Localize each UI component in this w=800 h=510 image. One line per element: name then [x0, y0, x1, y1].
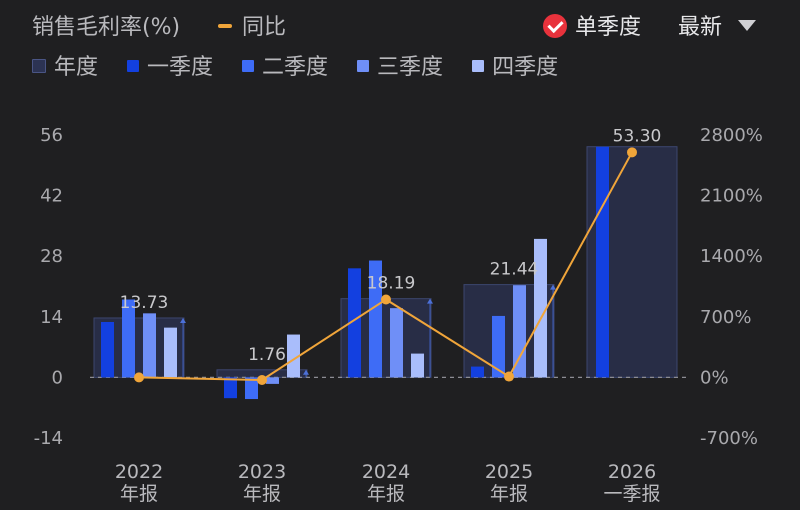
annual-value-label: 13.73	[120, 293, 169, 313]
left-tick-label: 42	[40, 186, 63, 207]
quarter-bar-q2	[492, 315, 505, 378]
yoy-point	[257, 374, 267, 385]
period-dropdown[interactable]: 最新	[678, 9, 757, 41]
quarter-bar-q3	[513, 285, 526, 378]
x-tick-year: 2024	[362, 461, 410, 483]
yoy-line-icon	[218, 24, 232, 28]
legend-item-q2[interactable]: 二季度	[242, 49, 328, 81]
series-legend: 年度 一季度 二季度 三季度 四季度	[32, 49, 580, 81]
quarter-bar-q2	[369, 260, 382, 378]
chart-title: 销售毛利率(%)	[32, 15, 181, 40]
quarter-bar-q4	[411, 353, 424, 378]
legend-swatch-q3	[357, 60, 370, 72]
right-tick-label: 0%	[700, 367, 729, 388]
single-quarter-toggle[interactable]: 单季度	[543, 9, 641, 41]
x-tick-period: 年报	[490, 483, 528, 505]
x-tick-year: 2022	[115, 461, 163, 483]
legend-item-q4[interactable]: 四季度	[472, 49, 558, 81]
annual-value-label: 21.44	[490, 260, 539, 280]
chart-header: 销售毛利率(%) 同比 单季度 最新	[0, 0, 800, 48]
x-tick-period: 年报	[243, 483, 281, 505]
left-tick-label: 56	[40, 125, 63, 146]
legend-label: 一季度	[147, 55, 214, 80]
quarter-bar-q3	[390, 308, 403, 378]
annual-marker-arrow	[550, 284, 556, 290]
x-tick-period: 一季报	[603, 483, 660, 505]
quarter-bar-q4	[534, 238, 547, 378]
quarter-bar-q4	[287, 334, 300, 378]
quarter-bar-q3	[266, 377, 279, 384]
toggle-label: 单季度	[575, 15, 642, 40]
yoy-point	[504, 371, 514, 382]
legend-swatch-q4	[472, 60, 485, 72]
right-tick-label: 2100%	[700, 186, 763, 207]
left-tick-label: 14	[40, 307, 63, 328]
x-tick-year: 2023	[238, 461, 286, 483]
legend-label: 年度	[54, 55, 99, 80]
legend-swatch-annual	[32, 59, 46, 73]
legend-item-annual[interactable]: 年度	[32, 49, 98, 81]
right-tick-label: 2800%	[700, 125, 763, 146]
legend-item-q3[interactable]: 三季度	[357, 49, 443, 81]
annual-marker-arrow	[427, 298, 433, 304]
left-tick-label: 28	[40, 246, 63, 267]
x-tick-year: 2026	[608, 461, 656, 483]
right-tick-label: -700%	[700, 428, 758, 449]
annual-marker-arrow	[180, 317, 186, 323]
legend-label: 三季度	[377, 55, 444, 80]
right-tick-label: 700%	[700, 307, 751, 328]
quarter-bar-q2	[122, 299, 135, 378]
quarter-bar-q4	[164, 327, 177, 378]
check-icon	[543, 14, 567, 38]
legend-item-q1[interactable]: 一季度	[127, 49, 213, 81]
quarter-bar-q1	[101, 321, 114, 378]
quarter-bar-q2	[245, 377, 258, 400]
yoy-legend-label: 同比	[242, 15, 287, 40]
x-tick-period: 年报	[120, 483, 158, 505]
legend-swatch-q2	[242, 60, 255, 72]
yoy-point	[627, 147, 637, 158]
chevron-down-icon	[738, 19, 757, 31]
legend-label: 四季度	[492, 55, 559, 80]
left-tick-label: 0	[52, 367, 63, 388]
legend-swatch-q1	[127, 60, 140, 72]
dropdown-label: 最新	[678, 15, 723, 40]
yoy-legend: 同比	[218, 9, 286, 41]
right-tick-label: 1400%	[700, 246, 763, 267]
quarter-bar-q1	[596, 146, 609, 378]
x-tick-period: 年报	[367, 483, 405, 505]
quarter-bar-q1	[224, 377, 237, 399]
x-tick-year: 2025	[485, 461, 533, 483]
quarter-bar-q1	[471, 366, 484, 378]
yoy-point	[134, 372, 144, 383]
yoy-point	[381, 294, 391, 305]
annual-marker-arrow	[303, 369, 309, 375]
legend-label: 二季度	[262, 55, 329, 80]
annual-value-label: 53.30	[613, 127, 662, 147]
quarter-bar-q3	[143, 313, 156, 378]
annual-value-label: 1.76	[248, 345, 286, 365]
quarter-bar-q1	[348, 268, 361, 378]
left-tick-label: -14	[34, 428, 63, 449]
annual-value-label: 18.19	[367, 274, 416, 294]
